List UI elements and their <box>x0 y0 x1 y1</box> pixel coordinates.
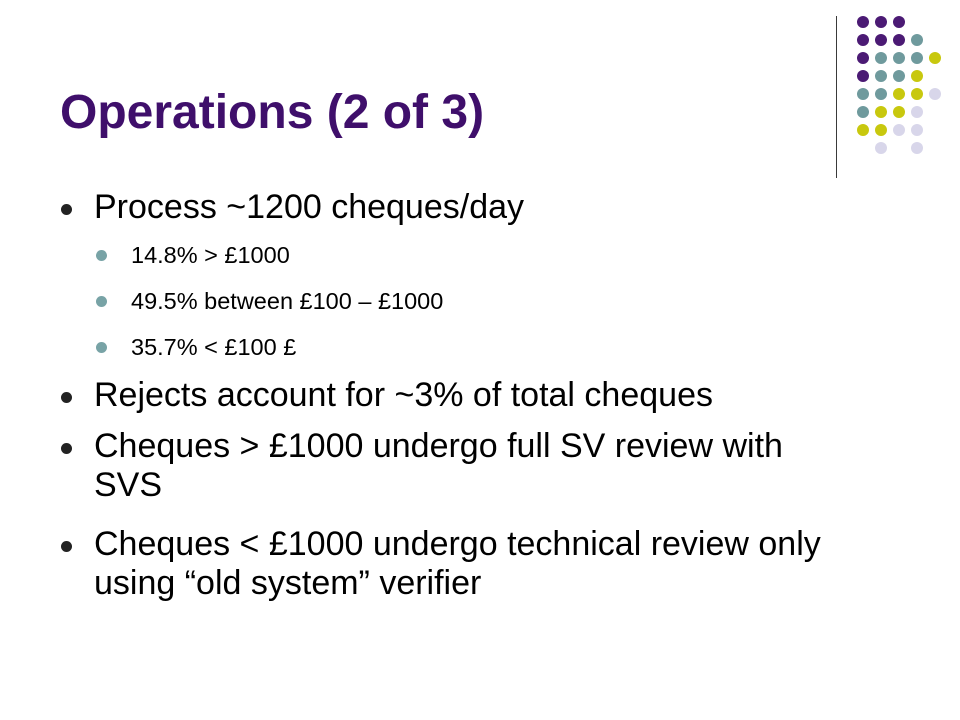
decor-dot <box>893 124 905 136</box>
decor-dot <box>857 70 869 82</box>
decor-dot <box>911 142 923 154</box>
bullet-dot-icon <box>61 443 72 454</box>
sub-bullet-dot-icon <box>96 342 107 353</box>
decor-dot <box>875 88 887 100</box>
bullet-item: Cheques < £1000 undergo technical review… <box>94 525 821 602</box>
bullet-item: Cheques > £1000 undergo full SV review w… <box>94 427 783 504</box>
bullet-dot-icon <box>61 392 72 403</box>
bullet-item: Process ~1200 cheques/day <box>94 188 525 226</box>
decor-dot <box>857 88 869 100</box>
decor-dot <box>911 88 923 100</box>
decor-dot <box>875 106 887 118</box>
decor-dot <box>893 88 905 100</box>
bullet-item: Rejects account for ~3% of total cheques <box>94 376 713 414</box>
sub-bullet-item: 35.7% < £100 £ <box>131 334 297 360</box>
decor-dot <box>911 106 923 118</box>
decor-dot <box>893 52 905 64</box>
bullet-dot-icon <box>61 541 72 552</box>
decor-dot <box>857 16 869 28</box>
decor-dot <box>929 52 941 64</box>
decor-dot <box>893 70 905 82</box>
decor-dot <box>893 106 905 118</box>
decor-dot <box>875 52 887 64</box>
decor-dot <box>857 52 869 64</box>
decor-dot <box>857 106 869 118</box>
decor-dot <box>911 52 923 64</box>
decor-divider-line <box>836 16 837 178</box>
decor-dot <box>911 124 923 136</box>
bullet-dot-icon <box>61 204 72 215</box>
decor-dot <box>911 70 923 82</box>
decor-dot <box>875 16 887 28</box>
decor-dot <box>857 124 869 136</box>
decor-dot <box>875 70 887 82</box>
decor-dot <box>857 34 869 46</box>
decor-dot <box>929 88 941 100</box>
decor-dot <box>893 34 905 46</box>
sub-bullet-dot-icon <box>96 250 107 261</box>
decor-dot <box>875 124 887 136</box>
decor-dot <box>875 34 887 46</box>
sub-bullet-dot-icon <box>96 296 107 307</box>
decor-dot <box>875 142 887 154</box>
slide-title: Operations (2 of 3) <box>60 86 485 139</box>
sub-bullet-item: 49.5% between £100 – £1000 <box>131 288 444 314</box>
decor-dot <box>911 34 923 46</box>
sub-bullet-item: 14.8% > £1000 <box>131 242 290 268</box>
decor-dot <box>893 16 905 28</box>
